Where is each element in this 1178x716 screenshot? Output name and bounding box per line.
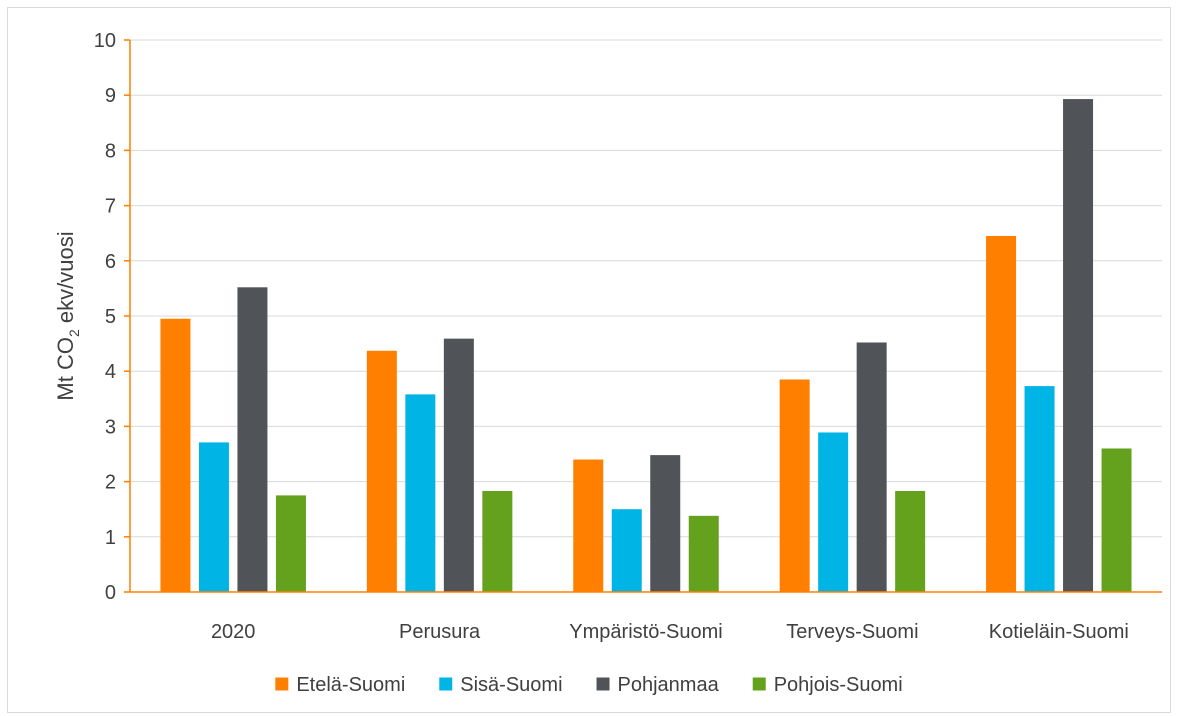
bar-sis-suomi-4 <box>1024 386 1055 592</box>
y-axis-label-sub: 2 <box>66 329 82 337</box>
bar-pohjois-suomi-3 <box>895 490 926 592</box>
y-axis-label-post: ekv/vuosi <box>53 231 78 329</box>
bar-sis-suomi-2 <box>611 509 642 592</box>
bar-sis-suomi-0 <box>198 442 229 592</box>
legend-swatch <box>439 677 453 691</box>
y-tick-label: 0 <box>105 582 116 604</box>
y-tick-label: 4 <box>105 361 116 383</box>
bar-etel-suomi-2 <box>573 459 604 592</box>
x-tick-label: Ympäristö-Suomi <box>569 621 722 643</box>
bar-etel-suomi-4 <box>986 235 1017 592</box>
bar-pohjanmaa-4 <box>1063 99 1094 593</box>
bar-pohjois-suomi-4 <box>1101 448 1132 592</box>
bar-pohjanmaa-3 <box>856 342 887 592</box>
legend-label: Pohjanmaa <box>618 674 720 696</box>
bar-etel-suomi-3 <box>779 379 810 592</box>
legend-label: Etelä-Suomi <box>296 674 405 696</box>
x-tick-label: 2020 <box>211 621 256 643</box>
y-tick-label: 8 <box>105 140 116 162</box>
y-tick-label: 9 <box>105 85 116 107</box>
bar-sis-suomi-1 <box>405 394 436 592</box>
legend-swatch <box>752 677 766 691</box>
x-tick-label: Perusura <box>399 621 481 643</box>
y-tick-label: 5 <box>105 306 116 328</box>
x-tick-label: Kotieläin-Suomi <box>989 621 1129 643</box>
bar-etel-suomi-0 <box>160 318 191 592</box>
legend-swatch <box>275 677 289 691</box>
bar-pohjanmaa-1 <box>443 338 474 592</box>
bar-etel-suomi-1 <box>366 350 397 592</box>
bar-pohjois-suomi-2 <box>688 515 719 592</box>
bar-sis-suomi-3 <box>818 432 849 592</box>
bar-pohjanmaa-0 <box>237 287 268 592</box>
y-axis-label-pre: Mt CO <box>53 337 78 401</box>
legend-label: Pohjois-Suomi <box>774 674 903 696</box>
y-tick-label: 7 <box>105 196 116 218</box>
bars <box>160 99 1132 593</box>
y-tick-label: 3 <box>105 416 116 438</box>
legend-swatch <box>596 677 610 691</box>
y-tick-label: 10 <box>94 30 116 52</box>
legend-label: Sisä-Suomi <box>460 674 562 696</box>
bar-pohjois-suomi-1 <box>482 490 513 592</box>
y-tick-label: 2 <box>105 472 116 494</box>
x-tick-label: Terveys-Suomi <box>786 621 918 643</box>
bar-pohjois-suomi-0 <box>275 495 306 592</box>
bar-pohjanmaa-2 <box>650 455 681 592</box>
chart-frame <box>7 7 1171 713</box>
legend: Etelä-Suomi Sisä-Suomi Pohjanmaa Pohjois-Su… <box>275 674 903 696</box>
y-tick-label: 6 <box>105 251 116 273</box>
y-tick-label: 1 <box>105 527 116 549</box>
y-axis-label: Mt CO2 ekv/vuosi <box>53 231 82 400</box>
axes: 0 1 2 3 4 5 6 7 8 9 10 2020 Perusura Ympäristö-Suomi T… <box>94 30 1162 643</box>
